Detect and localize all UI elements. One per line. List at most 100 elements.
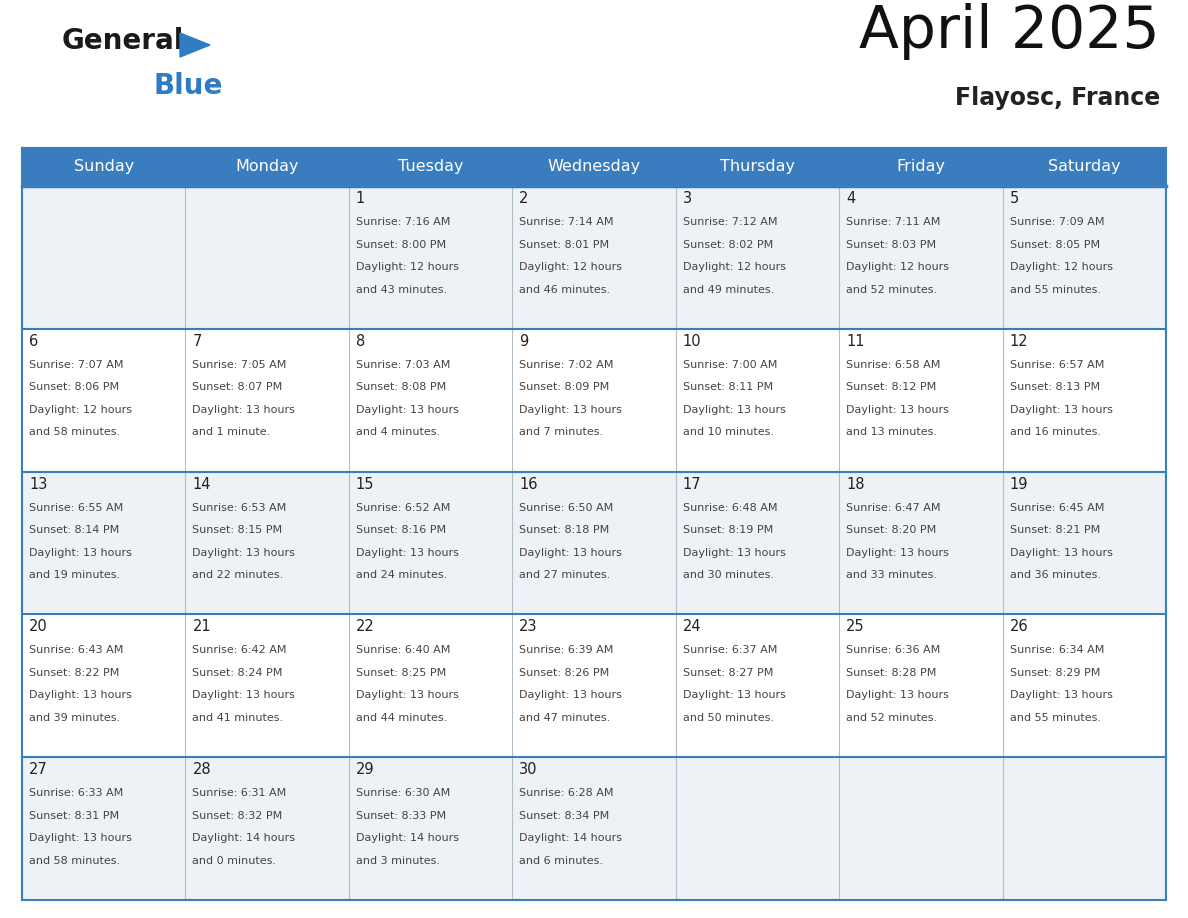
Text: Sunset: 8:09 PM: Sunset: 8:09 PM — [519, 382, 609, 392]
Text: and 3 minutes.: and 3 minutes. — [356, 856, 440, 866]
Text: Sunrise: 6:53 AM: Sunrise: 6:53 AM — [192, 502, 286, 512]
Text: and 55 minutes.: and 55 minutes. — [1010, 713, 1100, 723]
Text: Sunset: 8:20 PM: Sunset: 8:20 PM — [846, 525, 936, 535]
Text: Daylight: 12 hours: Daylight: 12 hours — [846, 262, 949, 272]
Text: and 58 minutes.: and 58 minutes. — [29, 856, 120, 866]
Text: Daylight: 13 hours: Daylight: 13 hours — [846, 690, 949, 700]
Text: Sunday: Sunday — [74, 160, 134, 174]
Text: 7: 7 — [192, 334, 202, 349]
Text: and 36 minutes.: and 36 minutes. — [1010, 570, 1100, 580]
Text: and 10 minutes.: and 10 minutes. — [683, 428, 773, 438]
Text: Daylight: 13 hours: Daylight: 13 hours — [1010, 405, 1112, 415]
Bar — [23, 148, 1165, 186]
Text: and 33 minutes.: and 33 minutes. — [846, 570, 937, 580]
Text: Daylight: 13 hours: Daylight: 13 hours — [29, 834, 132, 844]
Text: 10: 10 — [683, 334, 701, 349]
Text: and 27 minutes.: and 27 minutes. — [519, 570, 611, 580]
Text: Sunrise: 6:37 AM: Sunrise: 6:37 AM — [683, 645, 777, 655]
Text: Daylight: 13 hours: Daylight: 13 hours — [846, 405, 949, 415]
Text: Daylight: 13 hours: Daylight: 13 hours — [29, 690, 132, 700]
Text: Monday: Monday — [235, 160, 299, 174]
Text: and 47 minutes.: and 47 minutes. — [519, 713, 611, 723]
Text: Sunrise: 6:50 AM: Sunrise: 6:50 AM — [519, 502, 613, 512]
Text: General: General — [62, 27, 184, 55]
Text: 9: 9 — [519, 334, 529, 349]
Text: April 2025: April 2025 — [859, 3, 1159, 60]
Text: 16: 16 — [519, 476, 538, 492]
Text: Flayosc, France: Flayosc, France — [955, 86, 1159, 110]
Text: 28: 28 — [192, 762, 211, 778]
Text: Daylight: 12 hours: Daylight: 12 hours — [683, 262, 785, 272]
Text: Sunset: 8:13 PM: Sunset: 8:13 PM — [1010, 382, 1100, 392]
Text: Daylight: 13 hours: Daylight: 13 hours — [1010, 548, 1112, 557]
Text: and 13 minutes.: and 13 minutes. — [846, 428, 937, 438]
Text: 8: 8 — [356, 334, 365, 349]
Bar — [23, 614, 1165, 757]
Text: 25: 25 — [846, 620, 865, 634]
Text: Daylight: 12 hours: Daylight: 12 hours — [356, 262, 459, 272]
Text: Sunrise: 6:47 AM: Sunrise: 6:47 AM — [846, 502, 941, 512]
Bar — [23, 472, 1165, 614]
Text: Daylight: 12 hours: Daylight: 12 hours — [1010, 262, 1113, 272]
Text: Daylight: 13 hours: Daylight: 13 hours — [356, 690, 459, 700]
Text: Daylight: 13 hours: Daylight: 13 hours — [192, 690, 296, 700]
Text: 19: 19 — [1010, 476, 1028, 492]
Text: 5: 5 — [1010, 191, 1019, 206]
Text: Saturday: Saturday — [1048, 160, 1120, 174]
Text: Sunset: 8:18 PM: Sunset: 8:18 PM — [519, 525, 609, 535]
Text: 29: 29 — [356, 762, 374, 778]
Text: Sunrise: 6:52 AM: Sunrise: 6:52 AM — [356, 502, 450, 512]
Text: 24: 24 — [683, 620, 701, 634]
Text: and 30 minutes.: and 30 minutes. — [683, 570, 773, 580]
Text: and 50 minutes.: and 50 minutes. — [683, 713, 773, 723]
Text: and 49 minutes.: and 49 minutes. — [683, 285, 773, 295]
Text: Sunset: 8:16 PM: Sunset: 8:16 PM — [356, 525, 446, 535]
Text: Sunset: 8:07 PM: Sunset: 8:07 PM — [192, 382, 283, 392]
Text: Sunrise: 6:42 AM: Sunrise: 6:42 AM — [192, 645, 287, 655]
Text: Sunset: 8:24 PM: Sunset: 8:24 PM — [192, 668, 283, 677]
Text: Sunrise: 6:33 AM: Sunrise: 6:33 AM — [29, 789, 124, 798]
Text: 22: 22 — [356, 620, 374, 634]
Text: Sunrise: 6:48 AM: Sunrise: 6:48 AM — [683, 502, 777, 512]
Text: and 6 minutes.: and 6 minutes. — [519, 856, 604, 866]
Text: Daylight: 12 hours: Daylight: 12 hours — [519, 262, 623, 272]
Text: Sunset: 8:14 PM: Sunset: 8:14 PM — [29, 525, 119, 535]
Text: Daylight: 13 hours: Daylight: 13 hours — [846, 548, 949, 557]
Text: Sunset: 8:28 PM: Sunset: 8:28 PM — [846, 668, 936, 677]
Text: and 52 minutes.: and 52 minutes. — [846, 285, 937, 295]
Text: Sunrise: 6:30 AM: Sunrise: 6:30 AM — [356, 789, 450, 798]
Text: Sunrise: 7:11 AM: Sunrise: 7:11 AM — [846, 217, 941, 227]
Bar — [23, 186, 1165, 329]
Text: Sunrise: 7:16 AM: Sunrise: 7:16 AM — [356, 217, 450, 227]
Text: Daylight: 14 hours: Daylight: 14 hours — [192, 834, 296, 844]
Text: 21: 21 — [192, 620, 211, 634]
Text: and 58 minutes.: and 58 minutes. — [29, 428, 120, 438]
Text: and 7 minutes.: and 7 minutes. — [519, 428, 604, 438]
Text: Daylight: 14 hours: Daylight: 14 hours — [356, 834, 459, 844]
Text: Sunrise: 7:07 AM: Sunrise: 7:07 AM — [29, 360, 124, 370]
Text: Sunrise: 7:12 AM: Sunrise: 7:12 AM — [683, 217, 777, 227]
Text: 12: 12 — [1010, 334, 1028, 349]
Text: Sunset: 8:33 PM: Sunset: 8:33 PM — [356, 811, 446, 821]
Text: Sunset: 8:15 PM: Sunset: 8:15 PM — [192, 525, 283, 535]
Text: Sunset: 8:12 PM: Sunset: 8:12 PM — [846, 382, 936, 392]
Text: and 43 minutes.: and 43 minutes. — [356, 285, 447, 295]
Text: Daylight: 13 hours: Daylight: 13 hours — [519, 405, 623, 415]
Text: 20: 20 — [29, 620, 48, 634]
Text: Sunrise: 7:00 AM: Sunrise: 7:00 AM — [683, 360, 777, 370]
Text: Sunset: 8:29 PM: Sunset: 8:29 PM — [1010, 668, 1100, 677]
Text: Daylight: 13 hours: Daylight: 13 hours — [683, 405, 785, 415]
Text: Sunset: 8:21 PM: Sunset: 8:21 PM — [1010, 525, 1100, 535]
Text: Daylight: 13 hours: Daylight: 13 hours — [1010, 690, 1112, 700]
Text: and 0 minutes.: and 0 minutes. — [192, 856, 277, 866]
Text: Sunset: 8:19 PM: Sunset: 8:19 PM — [683, 525, 773, 535]
Text: Sunset: 8:26 PM: Sunset: 8:26 PM — [519, 668, 609, 677]
Text: Sunset: 8:06 PM: Sunset: 8:06 PM — [29, 382, 119, 392]
Text: Sunset: 8:05 PM: Sunset: 8:05 PM — [1010, 240, 1100, 250]
Text: Sunrise: 6:45 AM: Sunrise: 6:45 AM — [1010, 502, 1104, 512]
Text: Daylight: 13 hours: Daylight: 13 hours — [519, 548, 623, 557]
Text: Sunset: 8:25 PM: Sunset: 8:25 PM — [356, 668, 447, 677]
Text: and 4 minutes.: and 4 minutes. — [356, 428, 440, 438]
Text: 4: 4 — [846, 191, 855, 206]
Text: Sunrise: 6:34 AM: Sunrise: 6:34 AM — [1010, 645, 1104, 655]
